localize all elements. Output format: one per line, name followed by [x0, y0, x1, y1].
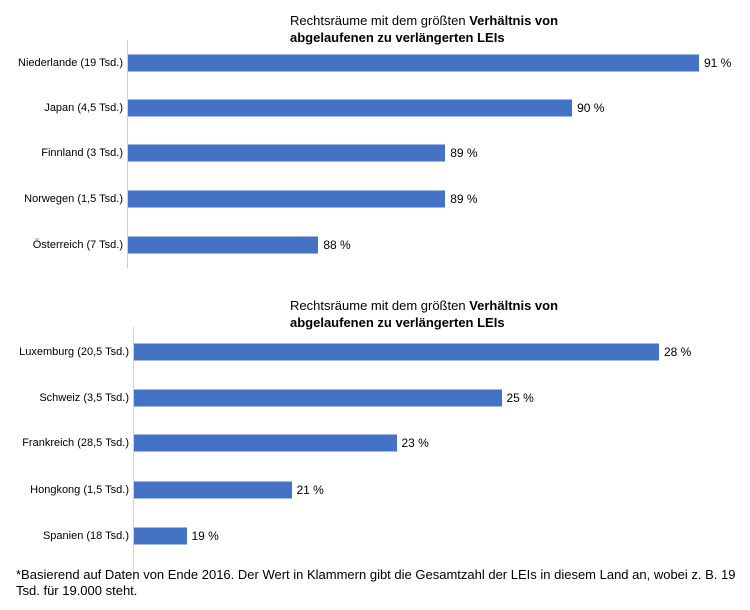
bar	[134, 481, 292, 499]
data-label: 88 %	[323, 238, 351, 252]
category-label: Norwegen (1,5 Tsd.)	[24, 193, 123, 205]
bar	[134, 343, 659, 361]
title-bold: Verhältnis von abgelaufenen zu verlänger…	[290, 298, 559, 330]
chart-title: Rechtsräume mit dem größten Verhältnis v…	[290, 297, 590, 331]
data-label: 28 %	[664, 345, 692, 359]
data-label: 21 %	[296, 483, 324, 497]
title-bold: Verhältnis von abgelaufenen zu verlänger…	[290, 13, 559, 45]
y-axis-line	[133, 327, 134, 582]
data-label: 90 %	[577, 101, 605, 115]
category-label: Schweiz (3,5 Tsd.)	[39, 392, 129, 404]
category-label: Japan (4,5 Tsd.)	[44, 102, 123, 114]
data-label: 89 %	[450, 146, 478, 160]
bar	[134, 389, 502, 407]
bar	[134, 527, 187, 545]
category-label: Frankreich (28,5 Tsd.)	[22, 437, 129, 449]
bar	[134, 434, 397, 452]
y-axis-line	[127, 40, 128, 268]
title-regular: Rechtsräume mit dem größten	[290, 298, 470, 313]
chart-expired-ratio-top: Rechtsräume mit dem größten Verhältnis v…	[0, 0, 750, 280]
data-label: 89 %	[450, 192, 478, 206]
bar	[128, 54, 699, 72]
chart-title: Rechtsräume mit dem größten Verhältnis v…	[290, 12, 590, 46]
footnote: *Basierend auf Daten von Ende 2016. Der …	[16, 567, 736, 598]
category-label: Hongkong (1,5 Tsd.)	[30, 484, 129, 496]
title-regular: Rechtsräume mit dem größten	[290, 13, 470, 28]
category-label: Luxemburg (20,5 Tsd.)	[19, 346, 129, 358]
data-label: 23 %	[401, 436, 429, 450]
category-label: Spanien (18 Tsd.)	[42, 530, 129, 542]
data-label: 25 %	[506, 391, 534, 405]
category-label: Österreich (7 Tsd.)	[32, 239, 123, 251]
bar	[128, 190, 446, 208]
data-label: 19 %	[191, 529, 219, 543]
category-label: Finnland (3 Tsd.)	[41, 147, 123, 159]
bar	[128, 144, 446, 162]
category-label: Niederlande (19 Tsd.)	[18, 57, 123, 69]
bar	[128, 99, 573, 117]
bar	[128, 236, 319, 254]
data-label: 91 %	[704, 56, 732, 70]
